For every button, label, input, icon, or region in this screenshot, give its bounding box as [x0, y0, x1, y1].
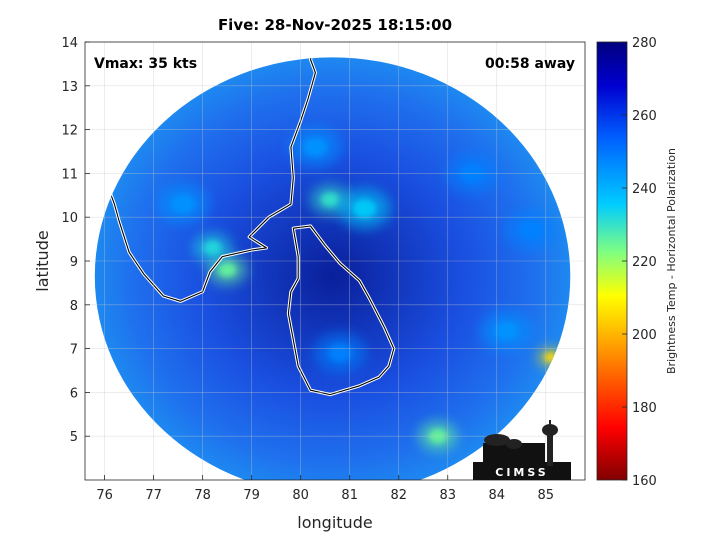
colorbar-tick-label: 220	[632, 255, 657, 270]
y-tick-label: 11	[61, 167, 78, 182]
x-tick-label: 83	[439, 488, 456, 503]
feature-core	[494, 321, 519, 341]
feature-core	[171, 194, 196, 214]
colorbar-tick-label: 180	[632, 401, 657, 416]
feature-core	[321, 192, 340, 207]
colorbar-label: Brightness Temp - Horizontal Polarizatio…	[665, 148, 678, 374]
y-tick-label: 14	[61, 36, 78, 51]
feature-core	[303, 137, 328, 157]
y-tick-label: 12	[61, 124, 78, 139]
chart-title: Five: 28-Nov-2025 18:15:00	[218, 16, 452, 34]
colorbar-tick-label: 240	[632, 182, 657, 197]
vmax-annotation: Vmax: 35 kts	[94, 56, 197, 72]
feature-core	[519, 220, 544, 240]
x-tick-label: 81	[341, 488, 358, 503]
x-axis-label: longitude	[297, 513, 372, 532]
x-tick-label: 84	[488, 488, 505, 503]
coastline-sri-lanka	[287, 225, 395, 396]
y-tick-label: 6	[70, 386, 78, 401]
cimss-logo: CIMSS	[473, 420, 571, 480]
swath-background	[94, 57, 571, 480]
x-tick-label: 77	[145, 488, 162, 503]
feature-core	[352, 198, 377, 219]
x-tick-label: 85	[538, 488, 555, 503]
y-tick-label: 10	[61, 211, 78, 226]
colorbar-tick-label: 160	[632, 474, 657, 489]
feature-core	[203, 240, 222, 256]
x-tick-label: 80	[292, 488, 309, 503]
grid	[85, 41, 585, 480]
feature-core	[327, 343, 352, 363]
y-tick-label: 5	[70, 430, 78, 445]
time-away-annotation: 00:58 away	[485, 56, 575, 72]
y-tick-label: 7	[70, 343, 78, 358]
cimss-logo-text: CIMSS	[495, 466, 548, 479]
colorbar-tick-label: 200	[632, 328, 657, 343]
y-axis-label: latitude	[33, 230, 52, 291]
feature-core	[218, 262, 237, 277]
x-tick-label: 76	[96, 488, 113, 503]
y-tick-label: 8	[70, 299, 78, 314]
y-tick-label: 9	[70, 255, 78, 270]
colorbar-tick-label: 260	[632, 109, 657, 124]
x-tick-label: 78	[194, 488, 211, 503]
colorbar-tick-label: 280	[632, 36, 657, 51]
y-tick-label: 13	[61, 80, 78, 95]
x-tick-label: 79	[243, 488, 260, 503]
x-tick-label: 82	[390, 488, 407, 503]
